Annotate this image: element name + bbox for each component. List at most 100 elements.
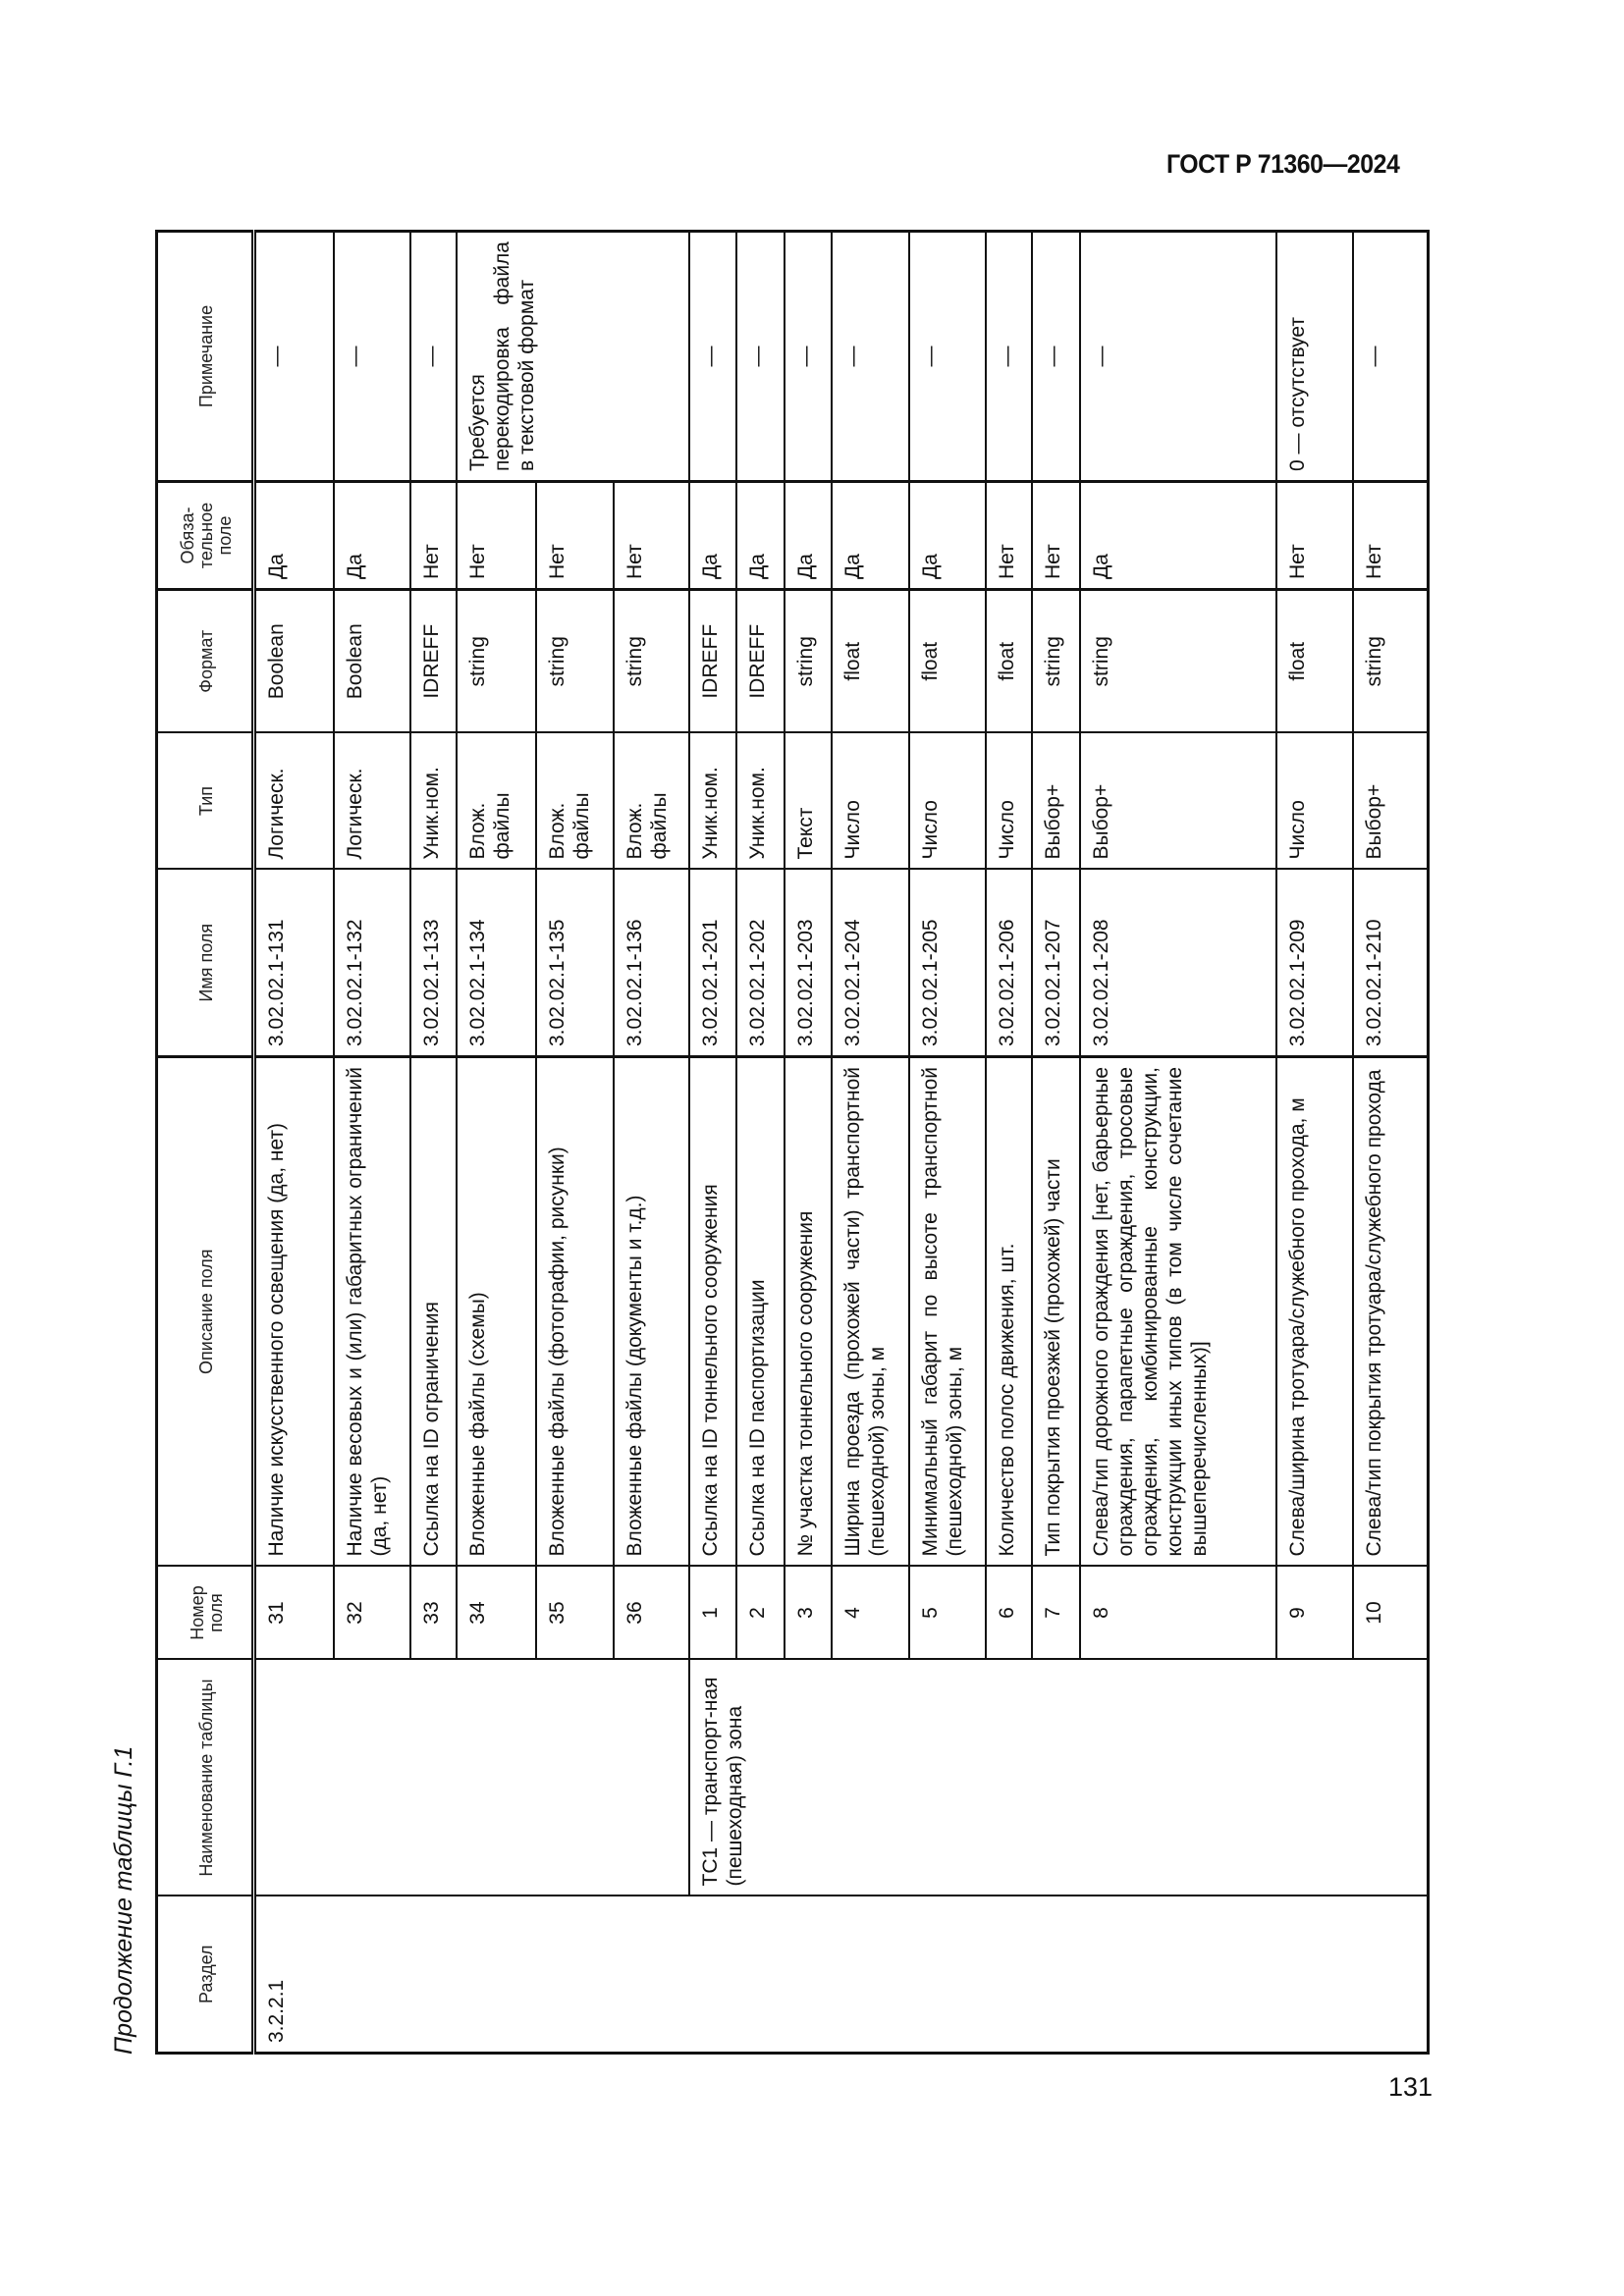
field-description-cell: Вложенные файлы (фотографии, рисунки) xyxy=(535,1056,614,1567)
note-cell: — xyxy=(409,231,457,482)
field-number-cell: 7 xyxy=(1031,1566,1080,1660)
field-number-cell: 4 xyxy=(831,1566,909,1660)
note-cell: — xyxy=(1031,231,1080,482)
col-header-field-number: Номер поля xyxy=(156,1566,254,1660)
note-cell: — xyxy=(1352,231,1429,482)
type-cell: Число xyxy=(1275,732,1353,870)
required-cell: Да xyxy=(688,481,736,590)
field-name-cell: 3.02.02.1-201 xyxy=(688,869,736,1057)
type-cell: Влож. файлы xyxy=(613,732,689,870)
note-cell: — xyxy=(688,231,736,482)
type-cell: Уник.ном. xyxy=(688,732,736,870)
format-cell: Boolean xyxy=(253,589,334,733)
field-number-cell: 36 xyxy=(613,1566,689,1660)
required-cell: Нет xyxy=(985,481,1032,590)
type-cell: Выбор+ xyxy=(1031,732,1080,870)
format-cell: string xyxy=(784,589,832,733)
field-description-cell: № участка тоннельного сооружения xyxy=(784,1056,832,1567)
field-name-cell: 3.02.02.1-206 xyxy=(985,869,1032,1057)
field-name-cell: 3.02.02.1-203 xyxy=(784,869,832,1057)
field-number-cell: 1 xyxy=(688,1566,736,1660)
note-cell: — xyxy=(253,231,334,482)
table-caption: Продолжение таблицы Г.1 xyxy=(110,1745,137,2055)
format-cell: string xyxy=(1352,589,1429,733)
col-header-required: Обяза-тельное поле xyxy=(156,481,254,590)
note-cell: — xyxy=(831,231,909,482)
col-header-field-name: Имя поля xyxy=(156,869,254,1057)
field-description-cell: Вложенные файлы (документы и т.д.) xyxy=(613,1056,689,1567)
format-cell: IDREFF xyxy=(409,589,457,733)
table-row: 3.2.2.1 31 Наличие искусственного освещени… xyxy=(253,231,1429,2054)
type-cell: Влож. файлы xyxy=(456,732,536,870)
format-cell: string xyxy=(613,589,689,733)
type-cell: Влож. файлы xyxy=(535,732,614,870)
field-name-cell: 3.02.02.1-135 xyxy=(535,869,614,1057)
field-description-cell: Ссылка на ID паспортизации xyxy=(735,1056,785,1567)
required-cell: Нет xyxy=(1352,481,1429,590)
required-cell: Да xyxy=(908,481,986,590)
field-number-cell: 33 xyxy=(409,1566,457,1660)
format-cell: string xyxy=(456,589,536,733)
type-cell: Выбор+ xyxy=(1352,732,1429,870)
note-cell: 0 — отсутствует xyxy=(1275,231,1353,482)
format-cell: string xyxy=(535,589,614,733)
note-cell: — xyxy=(333,231,410,482)
type-cell: Уник.ном. xyxy=(735,732,785,870)
type-cell: Логическ. xyxy=(333,732,410,870)
field-description-cell: Количество полос движения, шт. xyxy=(985,1056,1032,1567)
required-cell: Да xyxy=(333,481,410,590)
type-cell: Число xyxy=(831,732,909,870)
col-header-format: Формат xyxy=(156,589,254,733)
table-body: 3.2.2.1 31 Наличие искусственного освещени… xyxy=(253,231,1429,2054)
format-cell: string xyxy=(1079,589,1276,733)
col-header-type: Тип xyxy=(156,732,254,870)
field-number-cell: 5 xyxy=(908,1566,986,1660)
field-description-cell: Слева/ширина тротуара/служебного прохода… xyxy=(1275,1056,1353,1567)
field-name-cell: 3.02.02.1-202 xyxy=(735,869,785,1057)
field-name-cell: 3.02.02.1-210 xyxy=(1352,869,1429,1057)
document-id: ГОСТ Р 71360—2024 xyxy=(1166,149,1400,179)
type-cell: Число xyxy=(908,732,986,870)
field-name-cell: 3.02.02.1-205 xyxy=(908,869,986,1057)
col-header-note: Примечание xyxy=(156,231,254,482)
field-name-cell: 3.02.02.1-208 xyxy=(1079,869,1276,1057)
format-cell: string xyxy=(1031,589,1080,733)
field-description-cell: Ссылка на ID ограничения xyxy=(409,1056,457,1567)
table-header-row: Раздел Наименование таблицы Номер поля О… xyxy=(156,231,254,2054)
field-name-cell: 3.02.02.1-132 xyxy=(333,869,410,1057)
section-cell: 3.2.2.1 xyxy=(253,1896,1429,2054)
note-cell: — xyxy=(908,231,986,482)
field-description-cell: Тип покрытия проезжей (прохожей) части xyxy=(1031,1056,1080,1567)
field-description-cell: Наличие весовых и (или) габаритных огран… xyxy=(333,1056,410,1567)
required-cell: Да xyxy=(1079,481,1276,590)
field-number-cell: 34 xyxy=(456,1566,536,1660)
required-cell: Нет xyxy=(1275,481,1353,590)
field-name-cell: 3.02.02.1-136 xyxy=(613,869,689,1057)
format-cell: IDREFF xyxy=(688,589,736,733)
col-header-section: Раздел xyxy=(156,1896,254,2054)
required-cell: Да xyxy=(831,481,909,590)
required-cell: Да xyxy=(735,481,785,590)
field-description-cell: Слева/тип покрытия тротуара/служебного п… xyxy=(1352,1056,1429,1567)
rotated-table-block: Продолжение таблицы Г.1 Раздел Наименова… xyxy=(110,230,1430,2055)
col-header-table-name: Наименование таблицы xyxy=(156,1659,254,1896)
field-number-cell: 2 xyxy=(735,1566,785,1660)
table-row: ТС1 — транспорт-ная (пешеходная) зона 1 Сс… xyxy=(688,231,1429,2054)
required-cell: Нет xyxy=(535,481,614,590)
field-name-cell: 3.02.02.1-204 xyxy=(831,869,909,1057)
format-cell: IDREFF xyxy=(735,589,785,733)
field-description-cell: Слева/тип дорожного ограждения [нет, бар… xyxy=(1079,1056,1276,1567)
required-cell: Нет xyxy=(1031,481,1080,590)
field-description-cell: Ширина проезда (прохожей части) транспор… xyxy=(831,1056,909,1567)
field-description-cell: Наличие искусственного освещения (да, не… xyxy=(253,1056,334,1567)
note-cell: — xyxy=(1079,231,1276,482)
field-name-cell: 3.02.02.1-131 xyxy=(253,869,334,1057)
note-cell: — xyxy=(784,231,832,482)
required-cell: Нет xyxy=(409,481,457,590)
format-cell: float xyxy=(985,589,1032,733)
col-header-field-description: Описание поля xyxy=(156,1056,254,1567)
field-name-cell: 3.02.02.1-134 xyxy=(456,869,536,1057)
field-number-cell: 35 xyxy=(535,1566,614,1660)
note-cell: Требуется перекодировка файла в текстово… xyxy=(456,231,689,482)
page-number: 131 xyxy=(1388,2072,1434,2102)
